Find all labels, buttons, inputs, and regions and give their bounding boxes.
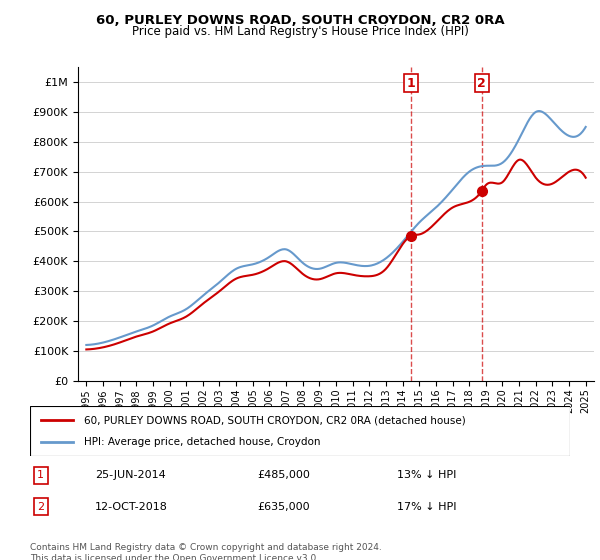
Text: Price paid vs. HM Land Registry's House Price Index (HPI): Price paid vs. HM Land Registry's House … — [131, 25, 469, 38]
Text: 2: 2 — [37, 502, 44, 511]
Text: 17% ↓ HPI: 17% ↓ HPI — [397, 502, 457, 511]
Text: 13% ↓ HPI: 13% ↓ HPI — [397, 470, 457, 480]
Text: £635,000: £635,000 — [257, 502, 310, 511]
Text: HPI: Average price, detached house, Croydon: HPI: Average price, detached house, Croy… — [84, 437, 320, 447]
Text: 60, PURLEY DOWNS ROAD, SOUTH CROYDON, CR2 0RA: 60, PURLEY DOWNS ROAD, SOUTH CROYDON, CR… — [95, 14, 505, 27]
FancyBboxPatch shape — [30, 406, 570, 456]
Text: Contains HM Land Registry data © Crown copyright and database right 2024.
This d: Contains HM Land Registry data © Crown c… — [30, 543, 382, 560]
Text: 25-JUN-2014: 25-JUN-2014 — [95, 470, 166, 480]
Text: 12-OCT-2018: 12-OCT-2018 — [95, 502, 167, 511]
Text: 1: 1 — [407, 77, 415, 90]
Text: 2: 2 — [477, 77, 486, 90]
Text: £485,000: £485,000 — [257, 470, 310, 480]
Text: 60, PURLEY DOWNS ROAD, SOUTH CROYDON, CR2 0RA (detached house): 60, PURLEY DOWNS ROAD, SOUTH CROYDON, CR… — [84, 415, 466, 425]
Text: 1: 1 — [37, 470, 44, 480]
